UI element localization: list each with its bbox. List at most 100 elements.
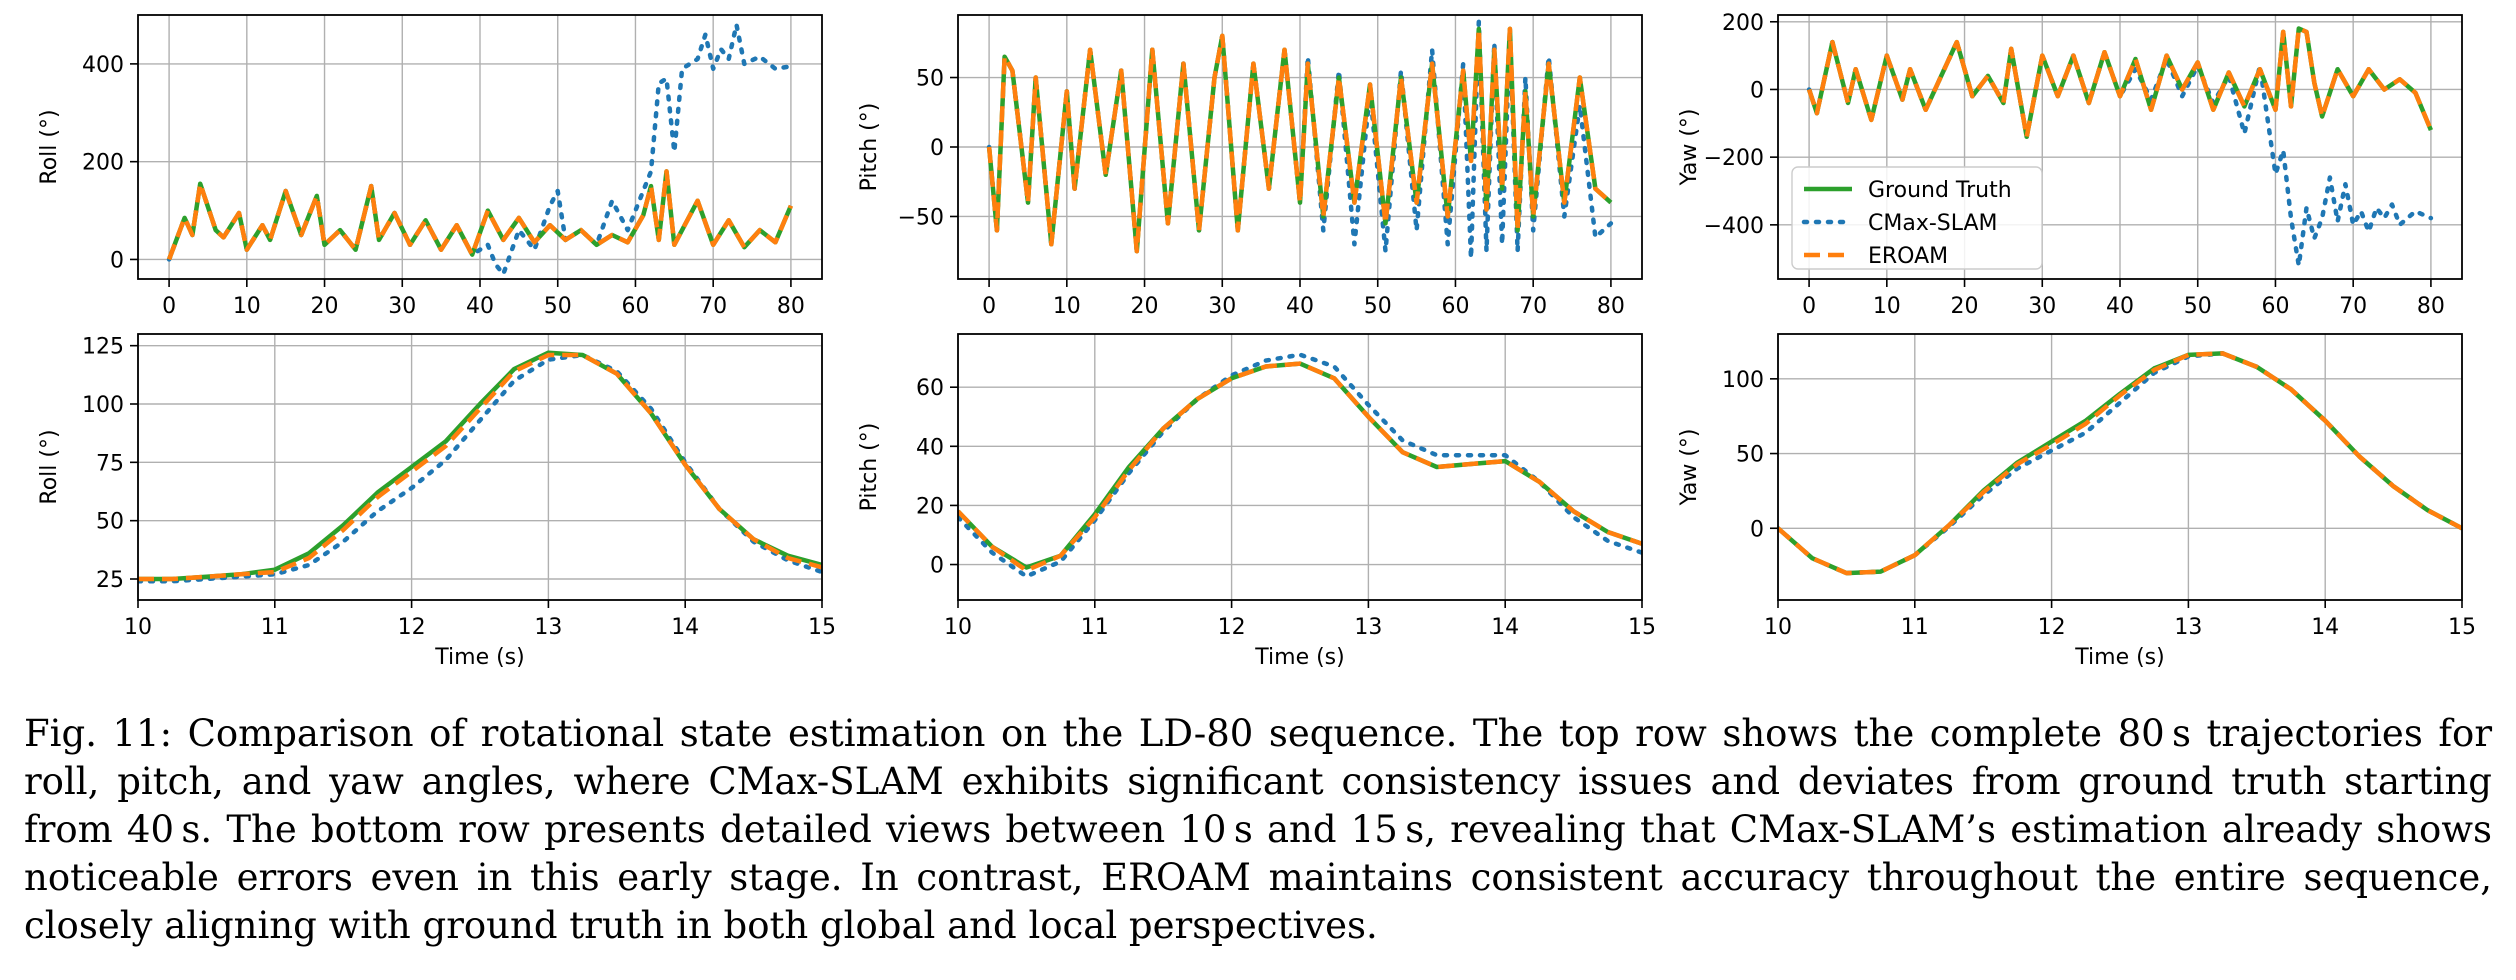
x-tick-label: 15 — [1628, 615, 1656, 640]
figure-caption: Fig. 11: Comparison of rotational state … — [24, 712, 2492, 947]
x-tick-label: 60 — [621, 294, 649, 319]
x-tick-label: 10 — [1873, 294, 1901, 319]
x-axis-label: Time (s) — [434, 645, 524, 670]
series-line-eroam — [986, 26, 1613, 254]
x-tick-label: 12 — [1218, 615, 1246, 640]
y-tick-label: 0 — [1750, 517, 1764, 542]
y-tick-label: 400 — [82, 53, 124, 78]
series-group — [1806, 26, 2434, 268]
x-tick-label: 30 — [1208, 294, 1236, 319]
y-tick-label: 0 — [110, 248, 124, 273]
x-tick-label: 12 — [398, 615, 426, 640]
legend: Ground Truth CMax-SLAM EROAM — [1791, 166, 2043, 270]
series-line-eroam — [958, 361, 1642, 573]
series-line-ground-truth — [958, 361, 1642, 570]
x-tick-label: 10 — [1764, 615, 1792, 640]
y-tick-label: 100 — [1722, 368, 1764, 393]
series-group — [958, 352, 1642, 579]
x-tick-label: 10 — [944, 615, 972, 640]
y-axis-label: Yaw (°) — [1677, 108, 1702, 186]
x-tick-label: 40 — [1286, 294, 1314, 319]
x-tick-label: 30 — [388, 294, 416, 319]
axes-frame — [1777, 333, 2463, 601]
x-tick-label: 15 — [2448, 615, 2476, 640]
x-tick-label: 0 — [982, 294, 996, 319]
x-tick-label: 20 — [1951, 294, 1979, 319]
y-axis-label: Pitch (°) — [857, 423, 882, 512]
series-line-eroam — [166, 169, 793, 261]
y-tick-label: −200 — [1704, 146, 1764, 171]
x-tick-label: 14 — [2311, 615, 2339, 640]
y-tick-label: 60 — [916, 376, 944, 401]
x-tick-label: 14 — [671, 615, 699, 640]
y-tick-label: 20 — [916, 494, 944, 519]
y-tick-label: −50 — [898, 205, 944, 230]
x-tick-label: 70 — [699, 294, 727, 319]
y-tick-label: 40 — [916, 435, 944, 460]
y-tick-label: 200 — [82, 151, 124, 176]
x-axis-label: Time (s) — [1254, 645, 1344, 670]
series-group — [986, 19, 1614, 261]
x-tick-label: 20 — [311, 294, 339, 319]
y-tick-label: 50 — [1736, 443, 1764, 468]
panel-pitch-full: 0 10 20 30 40 50 60 70 80 −50 0 50 Pitch (°) — [857, 14, 1643, 319]
y-tick-label: 50 — [96, 510, 124, 535]
y-tick-label: 0 — [930, 136, 944, 161]
x-tick-label: 70 — [2339, 294, 2367, 319]
legend-frame — [1791, 166, 2043, 270]
x-tick-label: 10 — [1053, 294, 1081, 319]
series-line-eroam — [1778, 351, 2462, 576]
y-tick-label: 200 — [1722, 11, 1764, 36]
series-line-ground-truth — [1778, 351, 2462, 576]
series-line-eroam — [1806, 26, 2433, 140]
x-tick-label: 11 — [1901, 615, 1929, 640]
x-tick-label: 80 — [777, 294, 805, 319]
x-tick-label: 60 — [1441, 294, 1469, 319]
x-tick-label: 60 — [2261, 294, 2289, 319]
panel-roll-full: 0 10 20 30 40 50 60 70 80 0 200 400 Roll (°) — [37, 14, 823, 319]
series-line-eroam — [138, 352, 822, 582]
x-tick-label: 0 — [162, 294, 176, 319]
x-tick-label: 80 — [2417, 294, 2445, 319]
x-tick-label: 13 — [534, 615, 562, 640]
axes-frame — [957, 333, 1643, 601]
x-axis-label: Time (s) — [2074, 645, 2164, 670]
x-tick-label: 11 — [1081, 615, 1109, 640]
x-tick-label: 20 — [1131, 294, 1159, 319]
series-line-cmax-slam — [958, 352, 1642, 579]
y-tick-label: 0 — [930, 554, 944, 579]
y-tick-label: 100 — [82, 393, 124, 418]
x-tick-label: 12 — [2038, 615, 2066, 640]
y-axis-label: Roll (°) — [37, 429, 62, 504]
y-tick-label: 25 — [96, 568, 124, 593]
x-tick-label: 10 — [124, 615, 152, 640]
axes-frame — [137, 333, 823, 601]
legend-label-eroam: EROAM — [1868, 244, 1948, 269]
x-tick-label: 10 — [233, 294, 261, 319]
y-tick-label: 125 — [82, 335, 124, 360]
x-tick-label: 13 — [1354, 615, 1382, 640]
series-group — [166, 22, 794, 277]
x-tick-label: 40 — [466, 294, 494, 319]
x-tick-label: 13 — [2174, 615, 2202, 640]
x-tick-label: 50 — [1364, 294, 1392, 319]
panel-pitch-zoom: 10 11 12 13 14 15 0 20 40 60 Pitch (°) Time (s) — [857, 333, 1656, 670]
x-tick-label: 80 — [1597, 294, 1625, 319]
x-tick-label: 40 — [2106, 294, 2134, 319]
x-tick-label: 50 — [544, 294, 572, 319]
panel-roll-zoom: 10 11 12 13 14 15 25 50 75 100 125 Roll (°) Time (s) — [37, 333, 836, 670]
y-tick-label: 50 — [916, 67, 944, 92]
legend-label-ground-truth: Ground Truth — [1868, 178, 2012, 203]
series-line-cmax-slam — [138, 352, 822, 584]
legend-label-cmax-slam: CMax-SLAM — [1868, 211, 1998, 236]
x-tick-label: 15 — [808, 615, 836, 640]
series-line-cmax-slam — [1778, 351, 2462, 576]
panel-yaw-full: 0 10 20 30 40 50 60 70 80 −400 −200 0 200 Yaw (°) Grou… — [1677, 11, 2463, 319]
x-tick-label: 30 — [2028, 294, 2056, 319]
x-tick-label: 50 — [2184, 294, 2212, 319]
y-axis-label: Pitch (°) — [857, 103, 882, 192]
x-tick-label: 0 — [1802, 294, 1816, 319]
y-tick-label: 75 — [96, 451, 124, 476]
y-tick-label: 0 — [1750, 78, 1764, 103]
